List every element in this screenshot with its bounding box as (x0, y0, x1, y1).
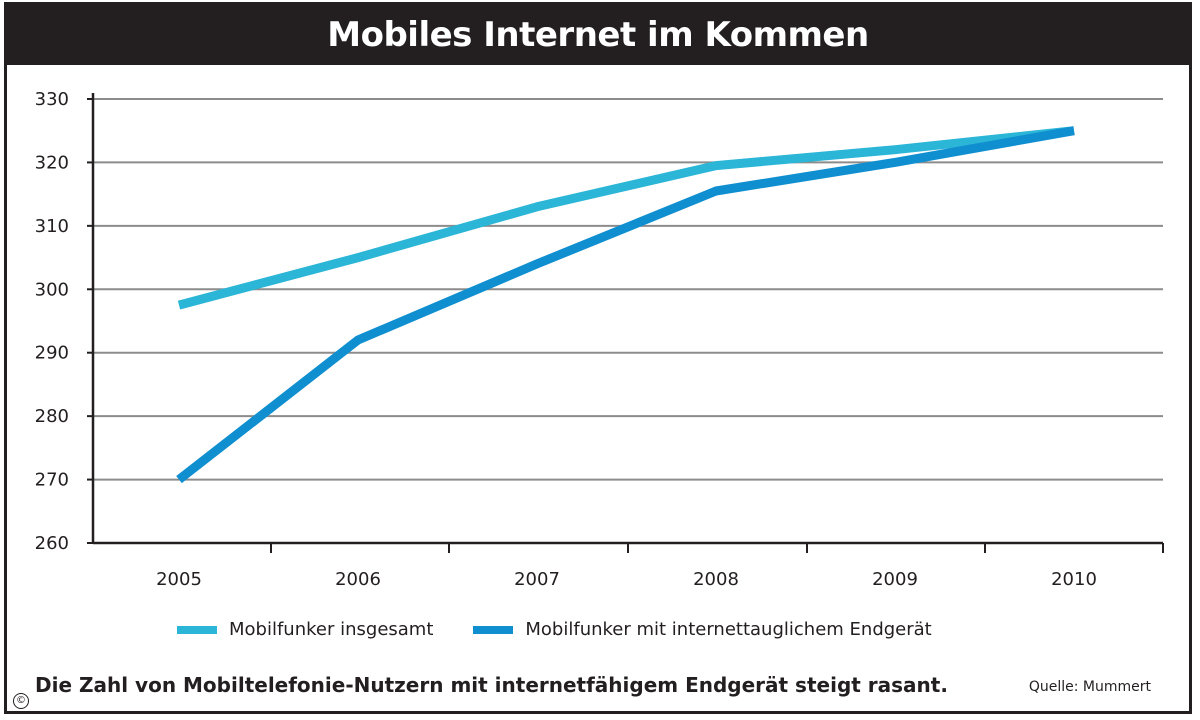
source-note: Quelle: Mummert (1028, 679, 1151, 695)
legend-swatch-series-2 (473, 625, 514, 634)
chart-title: Mobiles Internet im Kommen (327, 15, 869, 55)
legend: Mobilfunker insgesamt Mobilfunker mit in… (177, 619, 972, 640)
x-tick-label: 2007 (514, 569, 560, 590)
chart-frame: Mobiles Internet im Kommen 260 270 280 290 3… (4, 2, 1192, 714)
y-tick-label: 290 (35, 343, 69, 364)
y-tick-label: 320 (35, 152, 69, 173)
legend-item-series-1: Mobilfunker insgesamt (177, 619, 433, 640)
title-bar: Mobiles Internet im Kommen (7, 5, 1189, 65)
y-tick-label: 310 (35, 216, 69, 237)
x-tick-label: 2010 (1051, 569, 1097, 590)
y-tick-label: 300 (35, 279, 69, 300)
legend-swatch-series-1 (177, 625, 217, 634)
legend-label-series-2: Mobilfunker mit internettauglichem Endge… (525, 619, 932, 640)
series-line-1 (177, 126, 1075, 310)
line-chart: 260 270 280 290 300 310 320 330 2005 2006 2007 2008… (35, 89, 1164, 590)
x-tick-label: 2009 (872, 569, 918, 590)
y-tick-label: 270 (35, 470, 69, 491)
y-tick-label: 280 (35, 406, 69, 427)
x-tick-label: 2006 (335, 569, 381, 590)
chart-caption: Die Zahl von Mobiltelefonie-Nutzern mit … (35, 673, 948, 697)
x-tick-label: 2008 (693, 569, 739, 590)
legend-item-series-2: Mobilfunker mit internettauglichem Endge… (473, 619, 932, 640)
copyright-icon: © (13, 693, 29, 709)
y-tick-label: 260 (35, 533, 69, 554)
series-line-2 (176, 126, 1075, 484)
x-tick-label: 2005 (156, 569, 202, 590)
y-tick-label: 330 (35, 89, 69, 110)
legend-label-series-1: Mobilfunker insgesamt (229, 619, 434, 640)
